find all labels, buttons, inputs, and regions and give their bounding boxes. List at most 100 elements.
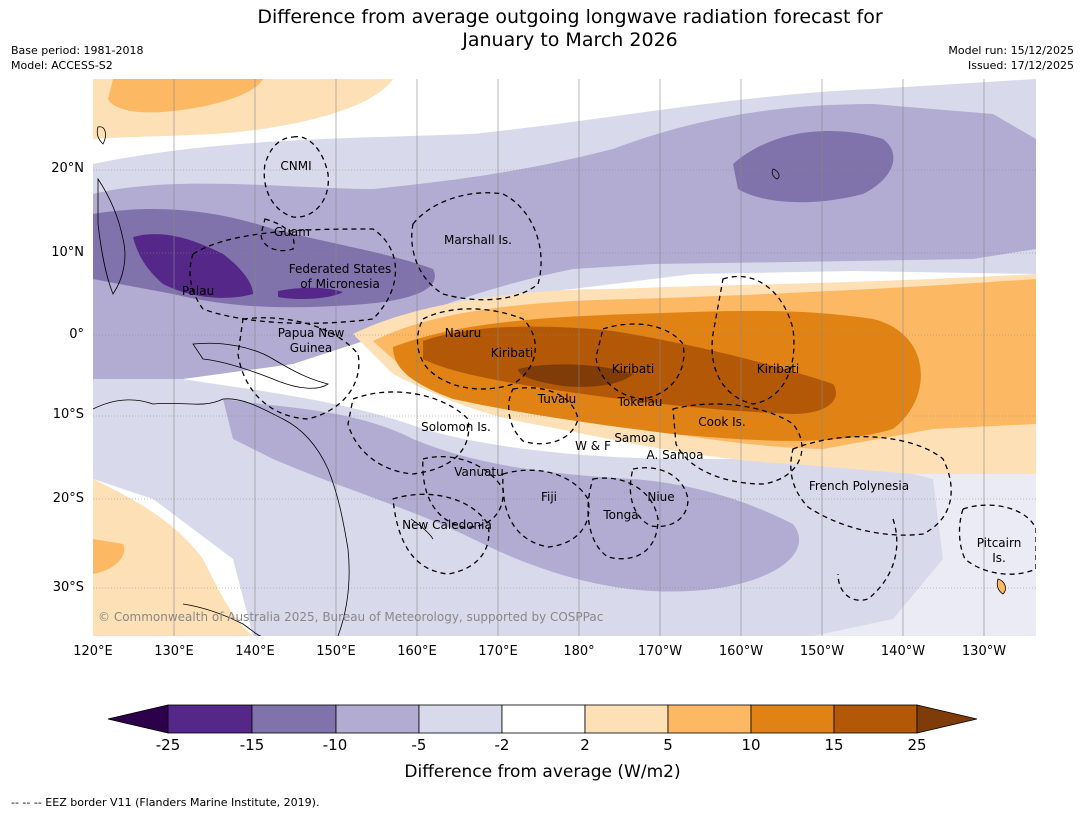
anomaly-contours (93, 79, 1036, 636)
contour-pos-nw-inner (108, 79, 263, 113)
label-cnmi: CNMI (280, 159, 311, 173)
meta-left: Base period: 1981-2018 Model: ACCESS-S2 (11, 43, 143, 73)
colorbar-tick-4: -2 (494, 736, 510, 754)
lat-tick-30s: 30°S (52, 580, 84, 595)
label-kiribati-w: Kiribati (491, 346, 533, 360)
label-solomon: Solomon Is. (421, 420, 491, 434)
eez-borders (189, 136, 1036, 601)
eez-se (837, 518, 898, 601)
lat-tick-20s: 20°S (52, 491, 84, 506)
map-svg: CNMI Guam Marshall Is. Federated States … (93, 79, 1036, 636)
contour-pos-sw (93, 479, 253, 636)
eez-cook (672, 403, 803, 485)
lon-tick-130w: 130°W (961, 644, 1007, 659)
eez-kiribati-e (711, 275, 795, 405)
lon-tick-150w: 150°W (799, 644, 845, 659)
colorbar-tick-9: 25 (907, 736, 927, 754)
lon-tick-120e: 120°E (73, 644, 113, 659)
colorbar-tick-8: 15 (824, 736, 844, 754)
label-cook: Cook Is. (698, 415, 745, 429)
eez-kiribati-c (595, 323, 685, 400)
colorbar-extend-min (107, 704, 169, 734)
lon-tick-170e: 170°E (478, 644, 518, 659)
colorbar-bin-0 (167, 704, 253, 734)
eez-kiribati-w (416, 308, 536, 390)
label-png-2: Guinea (290, 341, 333, 355)
lon-tick-160w: 160°W (718, 644, 764, 659)
colorbar-extend-max (916, 704, 978, 734)
lon-tick-140e: 140°E (235, 644, 275, 659)
colorbar-tick-0: -25 (155, 736, 181, 754)
eez-fr-polynesia (790, 436, 952, 536)
eez-pitcairn (958, 504, 1036, 575)
eez-cnmi (263, 136, 329, 218)
label-kiribati-c: Kiribati (612, 362, 654, 376)
map-grid (93, 79, 1036, 636)
eez-fiji (502, 469, 590, 548)
lon-tick-170w: 170°W (637, 644, 683, 659)
coast-new-guinea (192, 342, 329, 389)
meta-right: Model run: 15/12/2025 Issued: 17/12/2025 (948, 43, 1074, 73)
chart-title: Difference from average outgoing longwav… (0, 6, 1085, 52)
label-tonga: Tonga (602, 508, 638, 522)
coast-philippines (97, 177, 126, 295)
label-niue: Niue (647, 490, 674, 504)
label-frpoly: French Polynesia (809, 479, 909, 493)
colorbar-tick-1: -15 (239, 736, 265, 754)
copyright-notice: © Commonwealth of Australia 2025, Bureau… (98, 610, 603, 624)
colorbar-tick-6: 5 (663, 736, 673, 754)
eez-solomon (347, 391, 470, 475)
eez-guam (260, 218, 295, 252)
label-samoa: Samoa (614, 431, 655, 445)
label-png-1: Papua New (278, 326, 345, 340)
lat-tick-0: 0° (69, 327, 84, 342)
map-panel: CNMI Guam Marshall Is. Federated States … (93, 79, 1036, 636)
base-period: Base period: 1981-2018 (11, 44, 144, 57)
colorbar-bin-4 (501, 704, 586, 734)
label-wf: W & F (575, 439, 611, 453)
eez-tuvalu (508, 387, 579, 445)
colorbar-bin-5 (584, 704, 669, 734)
eez-png (237, 317, 360, 420)
contour-neg-25-strip (278, 287, 343, 300)
footnote-eez: -- -- -- EEZ border V11 (Flanders Marine… (11, 796, 320, 809)
colorbar-bin-6 (667, 704, 752, 734)
eez-niue (629, 467, 689, 528)
eez-new-caledonia (392, 493, 490, 575)
label-newcal: New Caledonia (402, 518, 492, 532)
lat-tick-20n: 20°N (51, 161, 84, 176)
colorbar-bin-8 (833, 704, 918, 734)
label-marshall: Marshall Is. (444, 233, 512, 247)
label-vanuatu: Vanuatu (454, 465, 504, 479)
coastlines (93, 126, 1006, 636)
lon-tick-150e: 150°E (316, 644, 356, 659)
contour-neg-25 (133, 234, 253, 298)
lat-tick-10s: 10°S (52, 407, 84, 422)
place-labels: CNMI Guam Marshall Is. Federated States … (98, 159, 1021, 624)
lon-tick-140w: 140°W (880, 644, 926, 659)
colorbar-tick-5: 2 (580, 736, 590, 754)
model-name: Model: ACCESS-S2 (11, 59, 113, 72)
coast-new-caledonia (410, 518, 434, 540)
contour-pos-15 (423, 326, 837, 414)
lon-tick-130e: 130°E (154, 644, 194, 659)
label-pitcairn-1: Pitcairn (977, 536, 1022, 550)
title-line-1: Difference from average outgoing longwav… (257, 6, 883, 28)
label-pitcairn-2: Is. (992, 551, 1006, 565)
colorbar-tick-2: -10 (322, 736, 348, 754)
colorbar-title: Difference from average (W/m2) (404, 762, 681, 782)
coast-hawaii (771, 168, 780, 180)
label-tokelau: Tokelau (617, 395, 663, 409)
label-fiji: Fiji (541, 490, 557, 504)
lat-tick-10n: 10°N (51, 245, 84, 260)
lon-tick-160e: 160°E (397, 644, 437, 659)
colorbar-bin-2 (335, 704, 420, 734)
eez-tonga (587, 477, 659, 560)
colorbar-bin-3 (418, 704, 503, 734)
label-guam: Guam (274, 225, 310, 239)
contour-neg-5-east (813, 459, 1036, 636)
contour-neg-15-hawaii (733, 131, 894, 203)
title-line-2: January to March 2026 (462, 29, 678, 51)
colorbar-bin-7 (750, 704, 835, 734)
eez-fsm (189, 228, 396, 324)
